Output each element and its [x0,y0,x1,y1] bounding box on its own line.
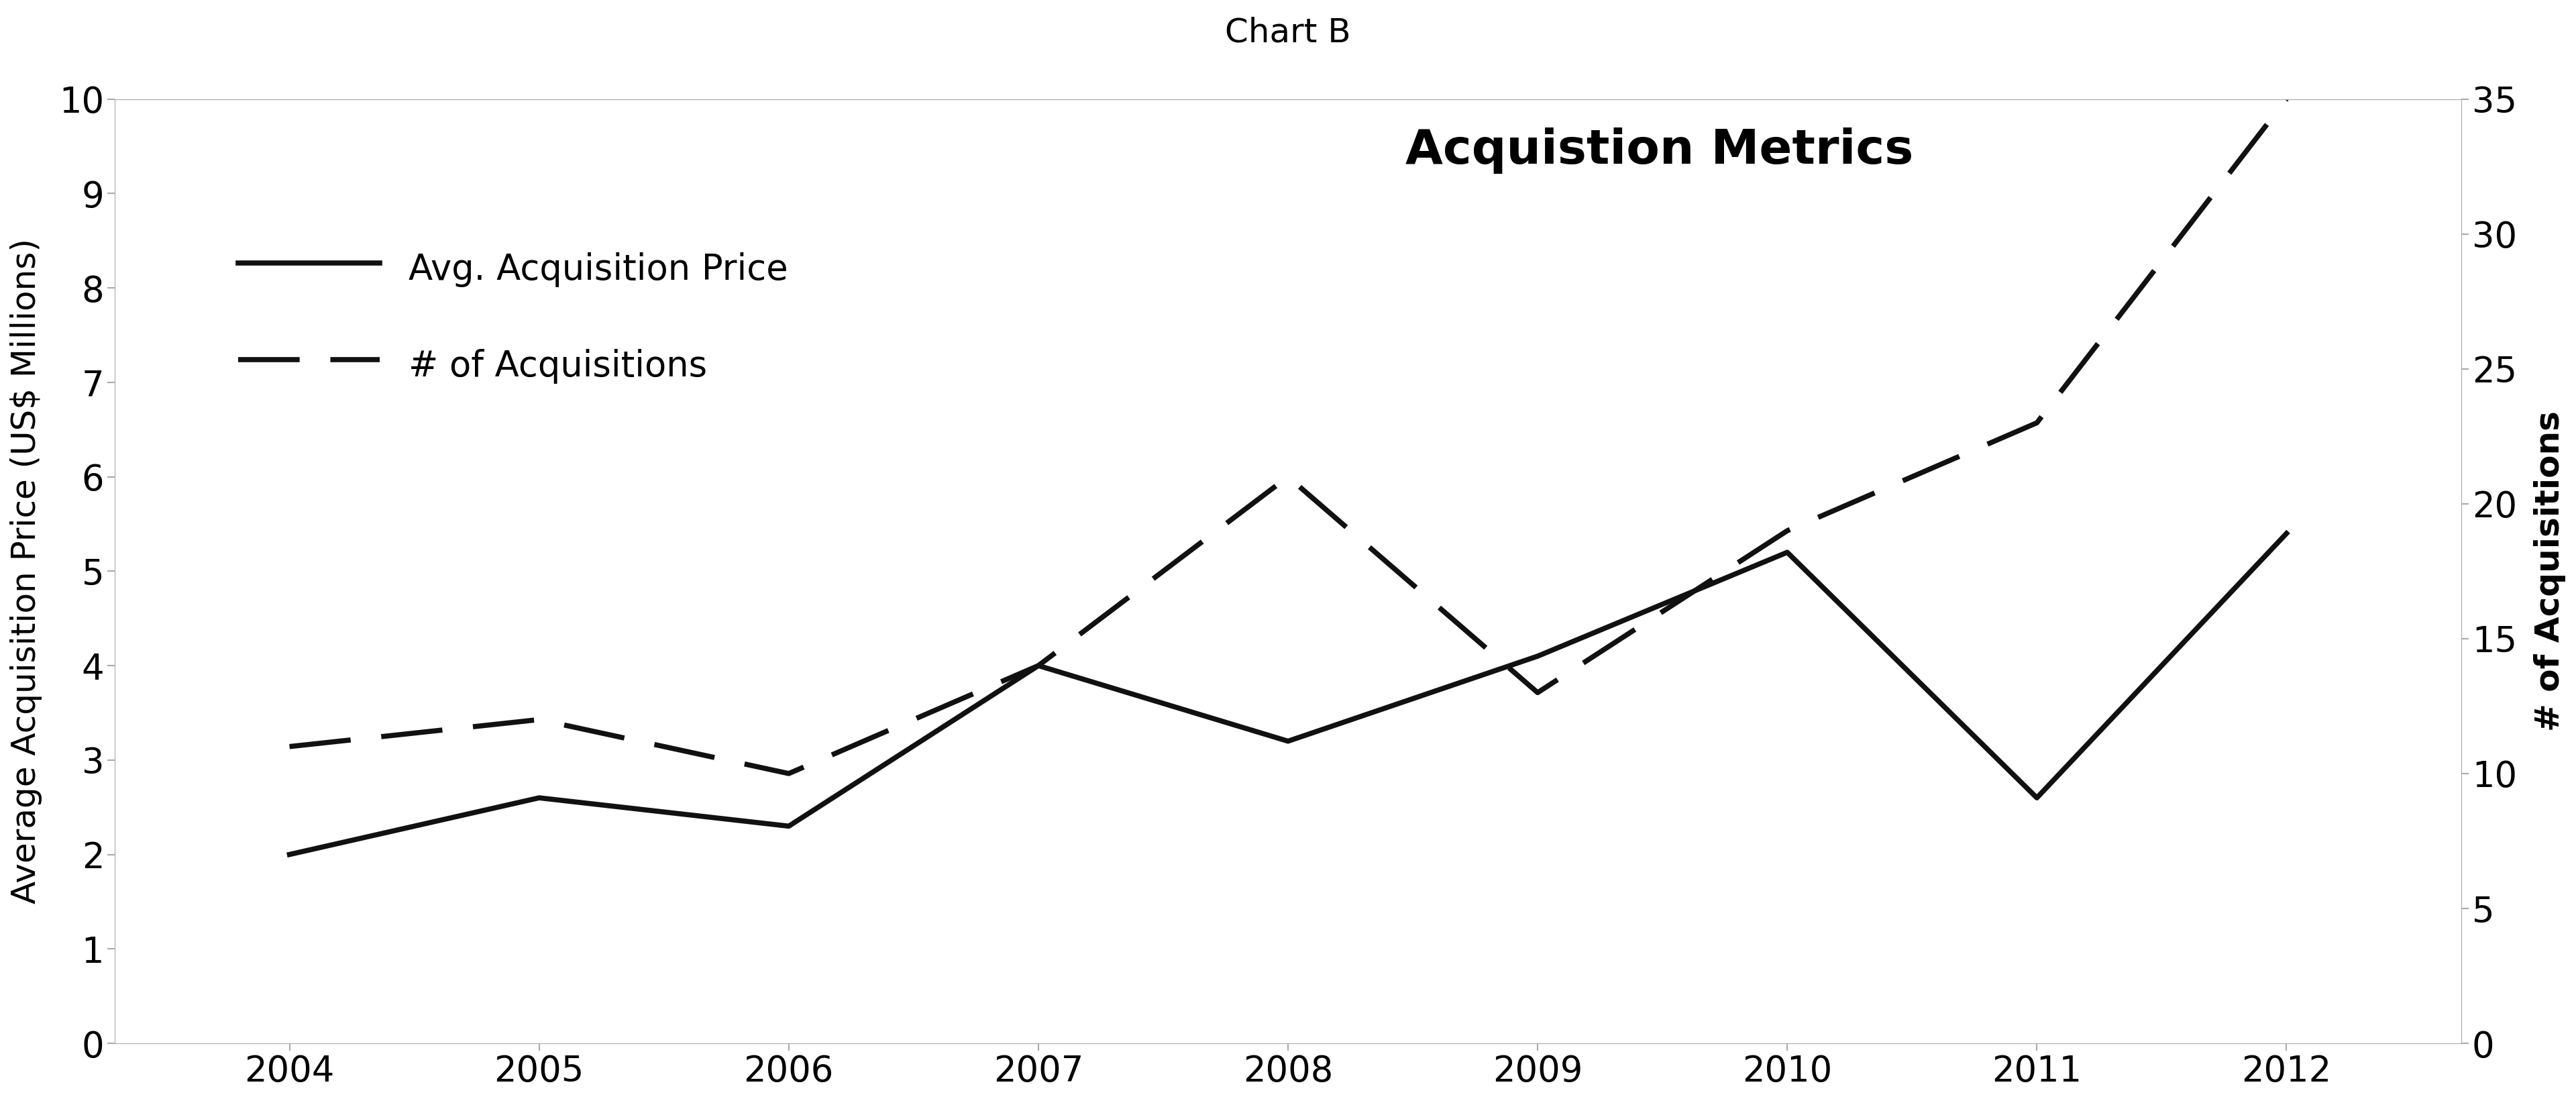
Avg. Acquisition Price [2022,791,2053,804]
# of Acquisitions [2272,92,2303,106]
Avg. Acquisition Price [1273,734,1303,747]
Avg. Acquisition Price [273,848,304,862]
# of Acquisitions [2022,417,2053,430]
Line: Avg. Acquisition Price: Avg. Acquisition Price [289,533,2287,855]
Avg. Acquisition Price [523,791,554,804]
# of Acquisitions [1023,659,1054,673]
Avg. Acquisition Price [773,820,804,833]
Avg. Acquisition Price [2272,526,2303,540]
Avg. Acquisition Price [1522,650,1553,663]
Y-axis label: Average Acquisition Price (US$ Millions): Average Acquisition Price (US$ Millions) [10,238,41,904]
# of Acquisitions [1772,524,1803,537]
# of Acquisitions [273,740,304,753]
# of Acquisitions [1273,470,1303,484]
Line: # of Acquisitions: # of Acquisitions [289,99,2287,774]
Text: Chart B: Chart B [1226,16,1350,48]
Legend: Avg. Acquisition Price, # of Acquisitions: Avg. Acquisition Price, # of Acquisition… [204,211,824,422]
# of Acquisitions [1522,686,1553,699]
Text: Acquistion Metrics: Acquistion Metrics [1406,127,1914,174]
# of Acquisitions [523,713,554,726]
Avg. Acquisition Price [1772,546,1803,559]
Y-axis label: # of Acquisitions: # of Acquisitions [2535,411,2566,732]
# of Acquisitions [773,767,804,780]
Avg. Acquisition Price [1023,659,1054,673]
